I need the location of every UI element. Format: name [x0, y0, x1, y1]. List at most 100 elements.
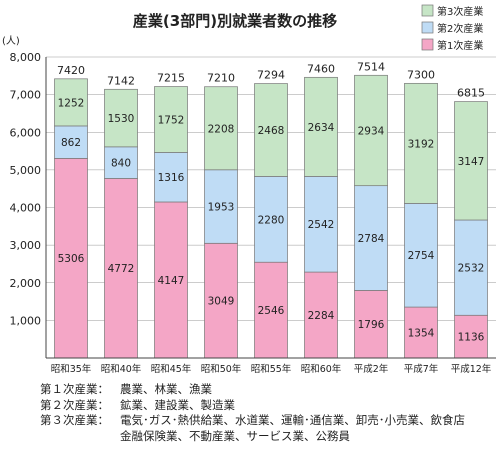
x-axis-categories: 昭和35年 昭和40年 昭和45年 昭和50年 昭和55年 昭和60年 平成2年 平成7年 平成…	[51, 363, 492, 375]
bar-segment	[204, 169, 238, 244]
note-text: 農業、林業、漁業	[120, 382, 212, 396]
segment-value-label: 1796	[358, 319, 385, 331]
bar-segment	[54, 158, 88, 359]
notes: 第１次産業： 農業、林業、漁業 第２次産業： 鉱業、建設業、製造業 第３次産業： 電気･ガ…	[40, 382, 498, 444]
bar-total-label: 7142	[107, 74, 135, 87]
legend-swatch	[421, 4, 434, 17]
bar-segment	[54, 78, 88, 127]
bar-segment	[204, 86, 238, 171]
bar-total-label: 7300	[407, 68, 435, 81]
bar-segment	[254, 83, 288, 177]
bars: 5306 862 1252 7420 4772 840 1530 7142 4147 1316 17…	[54, 60, 488, 359]
bar-total-label: 6815	[457, 87, 485, 100]
y-tick-label: 2,000	[10, 277, 42, 290]
note-label: 第１次産業：	[40, 382, 109, 396]
x-tick-label: 昭和45年	[151, 363, 192, 375]
note-row: 第１次産業： 農業、林業、漁業	[40, 382, 498, 398]
y-tick-label: 4,000	[10, 202, 42, 215]
bar-stack: 3049 1953 2208 7210	[204, 72, 238, 359]
y-tick-label: 8,000	[10, 51, 42, 64]
chart: 産業(3部門)別就業者数の推移 (人) 8,000 7,000 6,000 5,000…	[2, 4, 496, 375]
segment-value-label: 2284	[308, 310, 335, 322]
bar-segment	[204, 242, 238, 359]
x-tick-label: 昭和40年	[101, 363, 142, 375]
segment-value-label: 3192	[408, 138, 435, 150]
segment-value-label: 5306	[58, 253, 85, 265]
bar-segment	[104, 146, 138, 179]
x-tick-label: 昭和60年	[301, 363, 342, 375]
bar-segment	[454, 101, 488, 221]
bar-segment	[454, 219, 488, 316]
bar-stack: 5306 862 1252 7420	[54, 64, 88, 359]
note-text: 電気･ガス･熱供給業、水道業、運輸･通信業、卸売･小売業、飲食店	[120, 413, 465, 427]
segment-value-label: 2280	[258, 214, 285, 226]
segment-value-label: 2532	[458, 263, 485, 275]
x-tick-label: 平成12年	[451, 363, 492, 375]
chart-title: 産業(3部門)別就業者数の推移	[133, 12, 337, 30]
axes	[45, 57, 496, 359]
bar-total-label: 7215	[157, 72, 185, 85]
segment-value-label: 1354	[408, 328, 435, 340]
segment-value-label: 1530	[108, 113, 135, 125]
segment-value-label: 3147	[458, 156, 485, 168]
legend-swatch	[421, 38, 434, 51]
bar-segment	[304, 76, 338, 177]
segment-value-label: 3049	[208, 296, 235, 308]
segment-value-label: 4147	[158, 275, 185, 287]
bar-segment	[354, 290, 388, 359]
note-text: 鉱業、建設業、製造業	[120, 397, 235, 412]
bar-segment	[404, 203, 438, 308]
legend-label: 第2次産業	[437, 22, 483, 35]
segment-value-label: 2542	[308, 219, 335, 231]
x-tick-label: 昭和50年	[201, 363, 242, 375]
bar-stack: 1796 2784 2934 7514	[354, 60, 388, 359]
y-tick-label: 1,000	[10, 314, 42, 327]
segment-value-label: 1953	[208, 202, 235, 214]
bar-segment	[354, 74, 388, 187]
segment-value-label: 2546	[258, 305, 285, 317]
y-tick-label: 3,000	[10, 239, 42, 252]
segment-value-label: 1752	[158, 114, 185, 126]
segment-value-label: 840	[111, 158, 131, 170]
bar-total-label: 7420	[57, 64, 85, 77]
bar-segment	[154, 86, 188, 153]
bar-segment	[104, 88, 138, 148]
bar-segment	[304, 176, 338, 273]
y-axis-ticks: 8,000 7,000 6,000 5,000 4,000 3,000 2,000 1,000	[10, 51, 42, 327]
bar-stack: 2546 2280 2468 7294	[254, 69, 288, 359]
bar-stack: 1354 2754 3192 7300	[404, 68, 438, 359]
legend-label: 第1次産業	[437, 39, 483, 52]
x-tick-label: 平成7年	[404, 363, 439, 375]
segment-value-label: 4772	[108, 263, 135, 275]
segment-value-label: 1136	[458, 332, 485, 344]
y-axis-unit: (人)	[2, 35, 20, 47]
segment-value-label: 2208	[208, 123, 235, 135]
legend-swatch	[421, 21, 434, 34]
segment-value-label: 2934	[358, 125, 385, 137]
bar-segment	[54, 125, 88, 159]
note-row: 第３次産業： 電気･ガス･熱供給業、水道業、運輸･通信業、卸売･小売業、飲食店	[40, 413, 498, 429]
bar-stack: 4772 840 1530 7142	[104, 74, 138, 359]
bar-total-label: 7210	[207, 72, 235, 85]
bar-stack: 4147 1316 1752 7215	[154, 72, 188, 359]
note-label: 第３次産業：	[40, 413, 109, 427]
x-tick-label: 平成2年	[354, 363, 389, 375]
y-tick-label: 6,000	[10, 126, 42, 139]
bar-stack: 1136 2532 3147 6815	[454, 87, 488, 359]
segment-value-label: 2468	[258, 125, 285, 137]
note-row: 第２次産業： 鉱業、建設業、製造業	[40, 398, 498, 414]
segment-value-label: 1252	[58, 97, 85, 109]
bar-segment	[354, 185, 388, 291]
segment-value-label: 2754	[408, 250, 435, 262]
y-tick-label: 5,000	[10, 164, 42, 177]
y-tick-label: 7,000	[10, 89, 42, 102]
bar-stack: 2284 2542 2634 7460	[304, 62, 338, 359]
bar-segment	[104, 178, 138, 359]
segment-value-label: 1316	[158, 172, 185, 184]
note-label: 第２次産業：	[40, 397, 109, 412]
x-tick-label: 昭和35年	[51, 363, 92, 375]
legend-label: 第3次産業	[437, 5, 483, 18]
segment-value-label: 2784	[358, 233, 385, 245]
bar-segment	[454, 314, 488, 359]
